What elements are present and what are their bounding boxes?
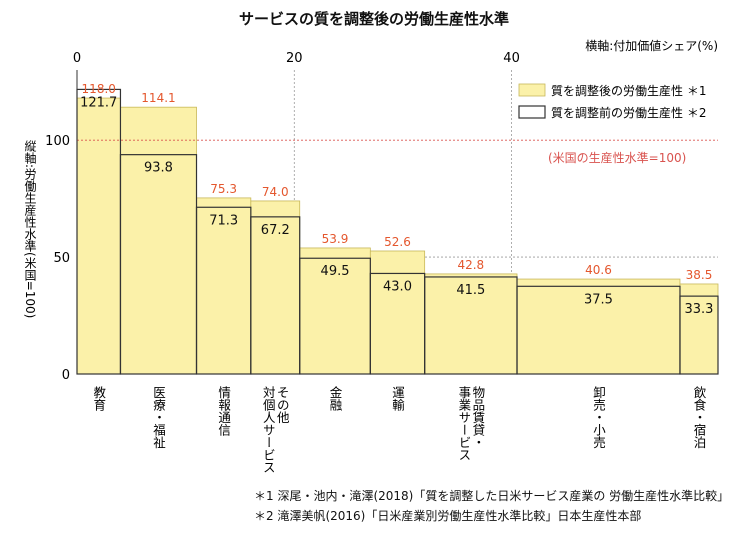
- category-label: 教育: [91, 385, 106, 412]
- reference-line-label: (米国の生産性水準=100): [548, 150, 686, 165]
- bar-adjusted: [424, 273, 518, 375]
- category-label: 飲食・宿泊: [691, 385, 706, 449]
- data-label-unadjusted: 121.7: [80, 95, 117, 110]
- category-label: 物品賃貸・: [470, 386, 485, 449]
- bar-adjusted: [76, 97, 121, 375]
- category-label: その他: [275, 386, 290, 424]
- chart-title: サービスの質を調整後の労働生産性水準: [238, 10, 509, 28]
- footnotes: ＊1 深尾・池内・滝澤(2018)「質を調整した日米サービス産業の 労働生産性水…: [254, 486, 729, 526]
- data-label-unadjusted: 49.5: [321, 264, 350, 279]
- bar-adjusted: [299, 247, 371, 375]
- bar-adjusted: [679, 283, 719, 375]
- data-label-adjusted: 38.5: [686, 268, 713, 282]
- data-label-unadjusted: 71.3: [209, 213, 238, 228]
- category-label: 卸売・小売: [591, 385, 606, 449]
- legend-swatch-unadjusted: [518, 105, 546, 119]
- x-tick-label: 20: [286, 51, 303, 66]
- category-label: 運輸: [390, 386, 405, 411]
- x-axis-label: 横軸:付加価値シェア(%): [585, 38, 718, 53]
- y-tick-label: 100: [45, 134, 70, 149]
- x-tick-label: 40: [503, 51, 520, 66]
- data-label-adjusted: 114.1: [141, 91, 175, 105]
- data-label-unadjusted: 37.5: [584, 292, 613, 307]
- category-label: 情報通信: [216, 386, 231, 437]
- data-label-adjusted: 52.6: [384, 235, 411, 249]
- data-label-adjusted: 118.0: [82, 82, 116, 96]
- legend-label-unadjusted: 質を調整前の労働生産性 ＊2: [551, 105, 706, 120]
- data-label-adjusted: 53.9: [322, 232, 349, 246]
- x-tick-label: 0: [73, 51, 81, 66]
- bar-adjusted: [120, 106, 197, 375]
- bar-adjusted: [369, 250, 426, 375]
- data-label-adjusted: 75.3: [210, 182, 237, 196]
- bar-adjusted: [516, 278, 681, 375]
- data-label-unadjusted: 93.8: [144, 161, 173, 176]
- legend-swatch-adjusted: [518, 83, 546, 97]
- data-label-unadjusted: 43.0: [383, 279, 412, 294]
- data-label-unadjusted: 67.2: [261, 223, 290, 238]
- category-label: 医療・福祉: [151, 386, 166, 449]
- category-label: 対個人サービス: [261, 386, 276, 474]
- bar-adjusted: [196, 197, 252, 375]
- category-label: 事業サービス: [456, 386, 471, 461]
- data-label-adjusted: 40.6: [585, 263, 612, 277]
- data-label-adjusted: 42.8: [457, 258, 484, 272]
- y-tick-label: 0: [62, 368, 70, 383]
- y-tick-label: 50: [53, 251, 70, 266]
- footnote-1: ＊1 深尾・池内・滝澤(2018)「質を調整した日米サービス産業の 労働生産性水…: [254, 489, 730, 503]
- data-label-adjusted: 74.0: [262, 185, 289, 199]
- data-label-unadjusted: 33.3: [685, 302, 714, 317]
- category-label: 金融: [328, 385, 343, 412]
- data-label-unadjusted: 41.5: [456, 283, 485, 298]
- y-axis-label: 縦軸:労働生産性水準(米国=100): [23, 140, 37, 319]
- legend-label-adjusted: 質を調整後の労働生産性 ＊1: [551, 83, 706, 98]
- footnote-2: ＊2 滝澤美帆(2016)「日米産業別労働生産性水準比較」日本生産性本部: [254, 509, 642, 523]
